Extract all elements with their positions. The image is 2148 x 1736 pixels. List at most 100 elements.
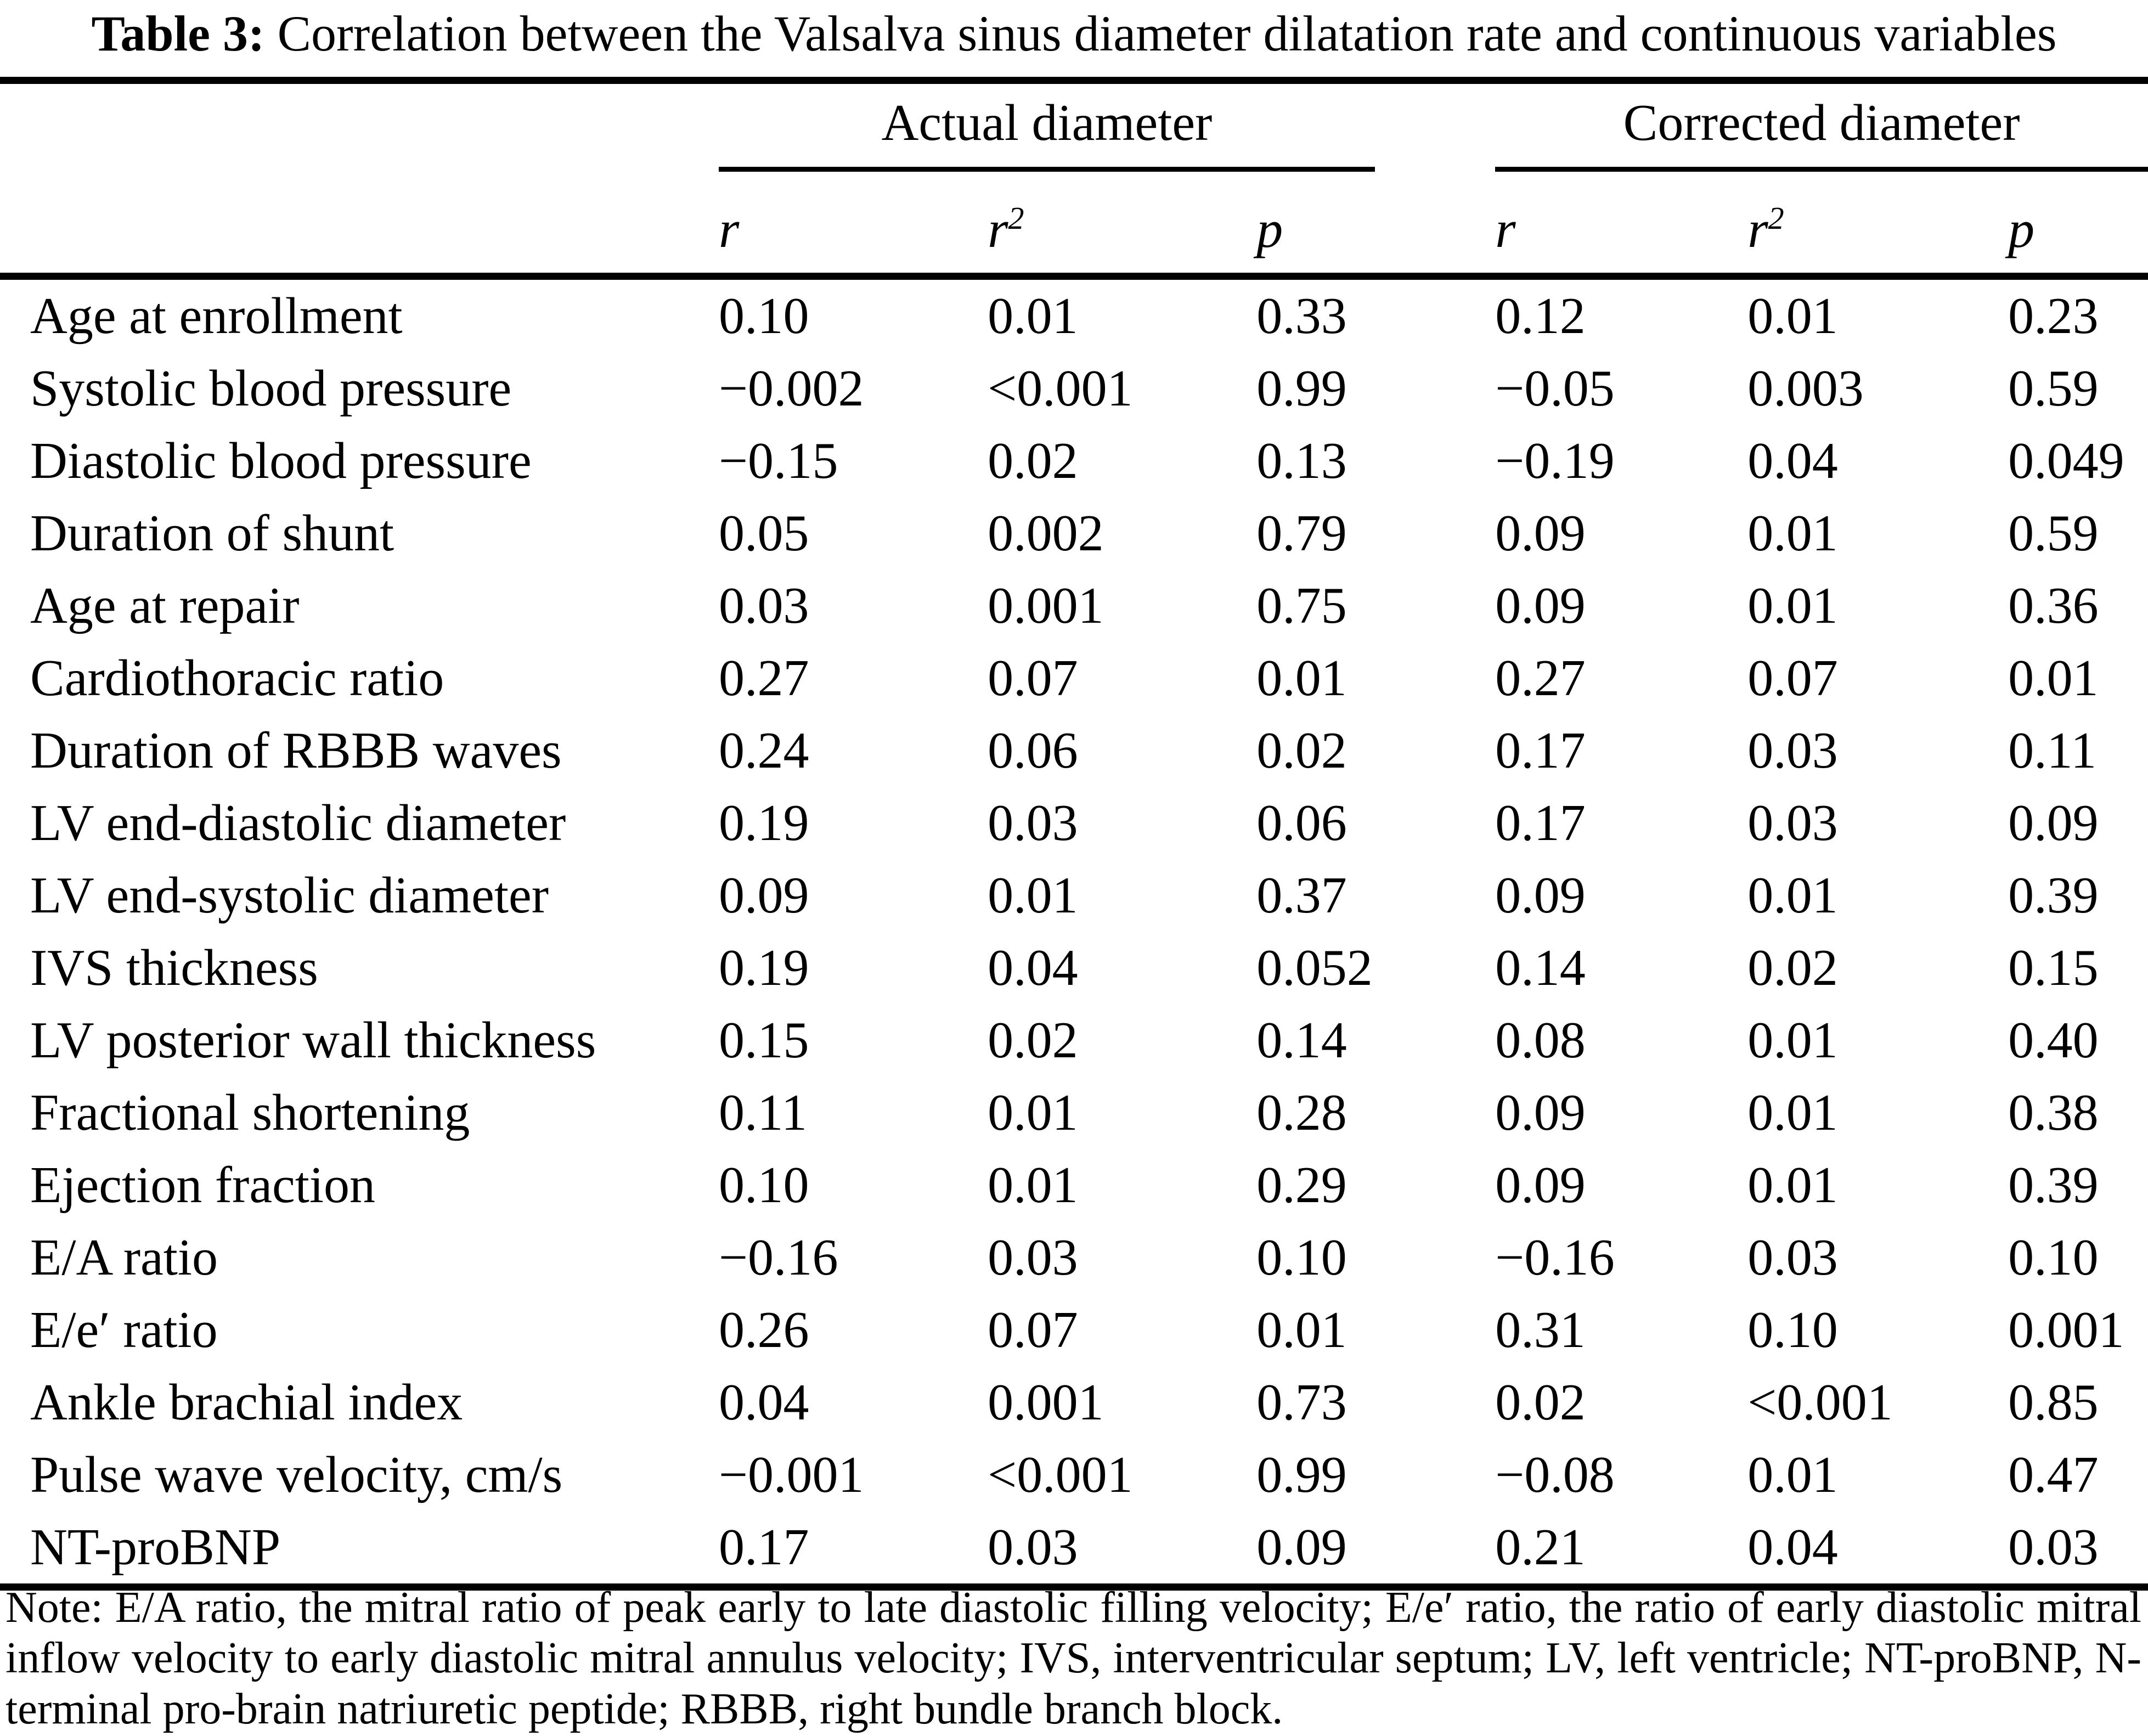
value-cell: 0.01 (1747, 867, 1838, 924)
empty-variable-header-cell (0, 172, 719, 280)
table-footnote: Note: E/A ratio, the mitral ratio of pea… (5, 1583, 2141, 1733)
value-cell: 0.12 (1495, 288, 1586, 345)
value-cell: 0.11 (718, 1084, 807, 1141)
value-cell: 0.29 (1256, 1157, 1347, 1214)
value-cell: 0.04 (988, 939, 1078, 996)
value-cell: 0.01 (1256, 650, 1347, 707)
table-caption: Correlation between the Valsalva sinus d… (277, 5, 2057, 61)
value-cell: 0.003 (1747, 360, 1864, 417)
group-header-corrected-label: Corrected diameter (1495, 93, 2148, 172)
value-cell: 0.36 (2008, 577, 2099, 634)
table-row: Duration of RBBB waves 0.24 0.06 0.02 0.… (0, 714, 2148, 787)
group-header-actual: Actual diameter (718, 81, 1495, 172)
table-row: Duration of shunt 0.05 0.002 0.79 0.09 0… (0, 497, 2148, 570)
value-cell: 0.59 (2008, 360, 2099, 417)
table-row: Age at enrollment 0.10 0.01 0.33 0.12 0.… (0, 277, 2148, 353)
value-cell: 0.01 (988, 288, 1078, 345)
value-cell: 0.04 (718, 1374, 809, 1431)
value-cell: 0.40 (2008, 1012, 2099, 1069)
value-cell: 0.01 (1747, 577, 1838, 634)
table-row: Fractional shortening 0.11 0.01 0.28 0.0… (0, 1076, 2148, 1149)
value-cell: 0.11 (2008, 722, 2097, 779)
value-cell: 0.07 (988, 650, 1078, 707)
value-cell: 0.001 (2008, 1301, 2124, 1359)
value-cell: 0.03 (988, 794, 1078, 852)
table-row: NT-proBNP 0.17 0.03 0.09 0.21 0.04 0.03 (0, 1511, 2148, 1587)
variable-cell: LV end-diastolic diameter (30, 794, 566, 852)
value-cell: 0.04 (1747, 1519, 1838, 1576)
value-cell: 0.85 (2008, 1374, 2099, 1431)
table-row: E/e′ ratio 0.26 0.07 0.01 0.31 0.10 0.00… (0, 1294, 2148, 1366)
group-header-corrected: Corrected diameter (1495, 81, 2148, 172)
value-cell: 0.17 (1495, 722, 1586, 779)
value-cell: −0.08 (1495, 1446, 1615, 1503)
variable-cell: Cardiothoracic ratio (30, 650, 444, 707)
value-cell: 0.07 (988, 1301, 1078, 1359)
variable-cell: LV posterior wall thickness (30, 1012, 596, 1069)
value-cell: 0.99 (1256, 360, 1347, 417)
value-cell: 0.02 (988, 432, 1078, 489)
table-row: E/A ratio −0.16 0.03 0.10 −0.16 0.03 0.1… (0, 1221, 2148, 1294)
value-cell: 0.28 (1256, 1084, 1347, 1141)
value-cell: 0.31 (1495, 1301, 1586, 1359)
variable-cell: NT-proBNP (30, 1519, 281, 1576)
value-cell: −0.16 (718, 1229, 838, 1286)
value-cell: 0.02 (1495, 1374, 1586, 1431)
value-cell: 0.09 (1495, 1084, 1586, 1141)
table-row: IVS thickness 0.19 0.04 0.052 0.14 0.02 … (0, 932, 2148, 1004)
value-cell: 0.01 (988, 1157, 1078, 1214)
variable-cell: Age at repair (30, 577, 300, 634)
value-cell: 0.01 (988, 1084, 1078, 1141)
value-cell: 0.10 (2008, 1229, 2099, 1286)
value-cell: 0.27 (1495, 650, 1586, 707)
col-header-r-corrected: r (1495, 172, 1748, 280)
variable-cell: Ankle brachial index (30, 1374, 463, 1431)
group-header-row: Actual diameter Corrected diameter (0, 81, 2148, 172)
value-cell: 0.17 (718, 1519, 809, 1576)
value-cell: 0.02 (988, 1012, 1078, 1069)
value-cell: 0.15 (2008, 939, 2099, 996)
value-cell: −0.05 (1495, 360, 1615, 417)
variable-cell: Pulse wave velocity, cm/s (30, 1446, 563, 1503)
value-cell: 0.33 (1256, 288, 1347, 345)
value-cell: −0.16 (1495, 1229, 1615, 1286)
value-cell: 0.09 (2008, 794, 2099, 852)
value-cell: 0.13 (1256, 432, 1347, 489)
value-cell: 0.21 (1495, 1519, 1586, 1576)
value-cell: 0.06 (988, 722, 1078, 779)
value-cell: 0.01 (1747, 1084, 1838, 1141)
value-cell: 0.09 (1495, 867, 1586, 924)
value-cell: 0.47 (2008, 1446, 2099, 1503)
value-cell: 0.03 (1747, 722, 1838, 779)
value-cell: 0.03 (988, 1229, 1078, 1286)
variable-cell: E/A ratio (30, 1229, 218, 1286)
value-cell: 0.19 (718, 794, 809, 852)
col-header-r2-actual: r2 (988, 172, 1257, 280)
table-row: Ankle brachial index 0.04 0.001 0.73 0.0… (0, 1366, 2148, 1439)
variable-cell: Duration of shunt (30, 505, 394, 562)
variable-cell: IVS thickness (30, 939, 318, 996)
value-cell: <0.001 (1747, 1374, 1893, 1431)
value-cell: 0.23 (2008, 288, 2099, 345)
table-row: Cardiothoracic ratio 0.27 0.07 0.01 0.27… (0, 642, 2148, 714)
value-cell: 0.38 (2008, 1084, 2099, 1141)
value-cell: 0.19 (718, 939, 809, 996)
value-cell: 0.01 (1747, 1012, 1838, 1069)
value-cell: 0.09 (1495, 505, 1586, 562)
value-cell: 0.10 (1256, 1229, 1347, 1286)
variable-cell: E/e′ ratio (30, 1301, 218, 1359)
correlation-table: Actual diameter Corrected diameter r r2 … (0, 77, 2148, 1591)
value-cell: 0.052 (1256, 939, 1373, 996)
value-cell: 0.001 (988, 577, 1104, 634)
value-cell: 0.001 (988, 1374, 1104, 1431)
value-cell: 0.01 (1747, 1446, 1838, 1503)
value-cell: 0.02 (1256, 722, 1347, 779)
value-cell: 0.10 (718, 1157, 809, 1214)
value-cell: 0.07 (1747, 650, 1838, 707)
table-row: Systolic blood pressure −0.002 <0.001 0.… (0, 352, 2148, 425)
value-cell: 0.06 (1256, 794, 1347, 852)
table-row: Age at repair 0.03 0.001 0.75 0.09 0.01 … (0, 570, 2148, 642)
variable-cell: LV end-systolic diameter (30, 867, 549, 924)
col-header-r2-corrected: r2 (1747, 172, 2009, 280)
